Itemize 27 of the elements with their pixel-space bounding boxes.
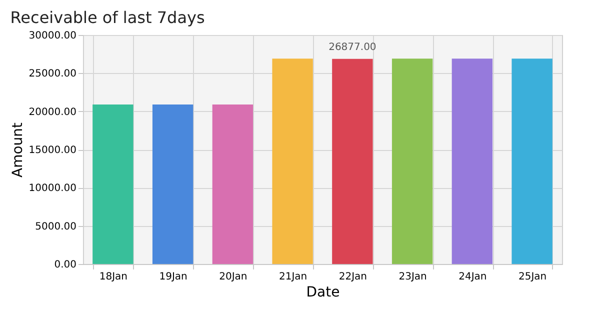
y-tick-label: 10000.00: [28, 183, 76, 194]
bar: [272, 58, 313, 264]
data-label: 26877.00: [328, 42, 376, 53]
bar: [332, 58, 373, 264]
y-tick-label: 0.00: [54, 260, 76, 270]
x-tick-label: 22Jan: [338, 272, 368, 282]
y-axis-title: Amount: [10, 122, 26, 178]
x-tick-label: 19Jan: [159, 272, 188, 282]
x-tick-label: 18Jan: [99, 272, 128, 282]
x-tick-label: 20Jan: [219, 272, 248, 282]
x-tick-label: 24Jan: [458, 272, 487, 282]
x-tick-label: 25Jan: [518, 272, 547, 282]
chart-title: Receivable of last 7days: [10, 8, 205, 27]
y-tick-label: 5000.00: [35, 221, 76, 232]
x-axis-title: Date: [306, 284, 340, 300]
bar: [392, 58, 433, 264]
bar: [212, 104, 254, 264]
y-tick-label: 20000.00: [28, 106, 76, 118]
x-tick-label: 23Jan: [398, 272, 427, 282]
y-tick-label: 30000.00: [28, 30, 76, 42]
x-tick-label: 21Jan: [278, 272, 308, 282]
bar: [452, 58, 493, 264]
y-tick-label: 15000.00: [28, 145, 76, 156]
y-tick-label: 25000.00: [28, 68, 76, 80]
bar: [152, 104, 194, 264]
bar: [512, 58, 552, 264]
bar: [92, 104, 134, 264]
